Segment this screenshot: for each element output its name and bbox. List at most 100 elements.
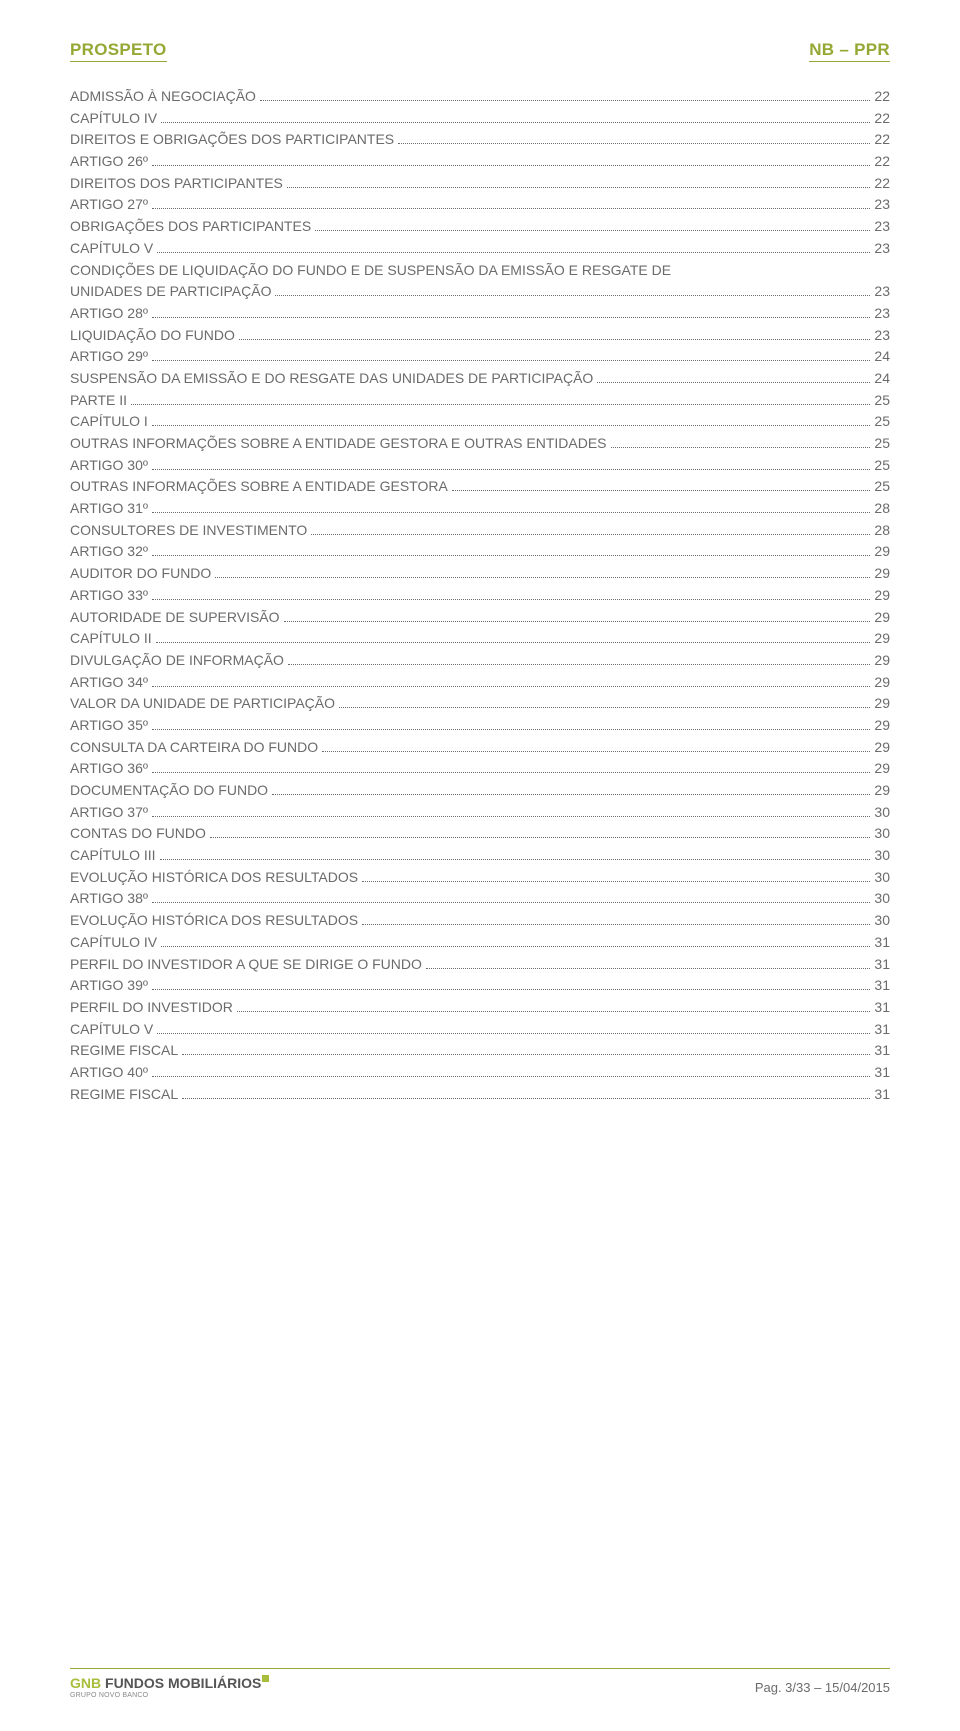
toc-row: LIQUIDAÇÃO DO FUNDO23 <box>70 325 890 347</box>
toc-leader-dots <box>182 1054 870 1055</box>
toc-row: CAPÍTULO IV22 <box>70 108 890 130</box>
toc-page-number: 25 <box>874 411 890 433</box>
toc-row: OUTRAS INFORMAÇÕES SOBRE A ENTIDADE GEST… <box>70 433 890 455</box>
toc-row: CAPÍTULO V23 <box>70 238 890 260</box>
toc-page-number: 29 <box>874 758 890 780</box>
toc-leader-dots <box>131 404 870 405</box>
toc-row: CAPÍTULO V 31 <box>70 1019 890 1041</box>
toc-row: CONSULTORES DE INVESTIMENTO28 <box>70 520 890 542</box>
toc-page-number: 31 <box>874 997 890 1019</box>
toc-label: REGIME FISCAL <box>70 1084 178 1106</box>
toc-leader-dots <box>161 946 870 947</box>
toc-page-number: 22 <box>874 151 890 173</box>
toc-label: ARTIGO 30º <box>70 455 148 477</box>
toc-label: ARTIGO 31º <box>70 498 148 520</box>
header-title-left: PROSPETO <box>70 40 167 62</box>
toc-row: ARTIGO 36º29 <box>70 758 890 780</box>
toc-row: PARTE II25 <box>70 390 890 412</box>
toc-row: UNIDADES DE PARTICIPAÇÃO 23 <box>70 281 890 303</box>
toc-row: DOCUMENTAÇÃO DO FUNDO29 <box>70 780 890 802</box>
toc-page-number: 23 <box>874 216 890 238</box>
toc-leader-dots <box>156 642 871 643</box>
toc-label: CAPÍTULO I <box>70 411 148 433</box>
toc-label: AUTORIDADE DE SUPERVISÃO <box>70 607 280 629</box>
document-header: PROSPETO NB – PPR <box>70 40 890 64</box>
toc-leader-dots <box>210 837 871 838</box>
footer-divider <box>70 1668 890 1669</box>
toc-row: EVOLUÇÃO HISTÓRICA DOS RESULTADOS30 <box>70 910 890 932</box>
logo-suffix: FUNDOS MOBILIÁRIOS <box>101 1675 261 1691</box>
toc-row: ARTIGO 28º23 <box>70 303 890 325</box>
toc-page-number: 28 <box>874 498 890 520</box>
toc-page-number: 29 <box>874 541 890 563</box>
toc-label: DIREITOS DOS PARTICIPANTES <box>70 173 283 195</box>
toc-row: AUTORIDADE DE SUPERVISÃO29 <box>70 607 890 629</box>
toc-page-number: 31 <box>874 1019 890 1041</box>
header-title-right: NB – PPR <box>809 40 890 62</box>
toc-leader-dots <box>362 924 870 925</box>
toc-leader-dots <box>287 187 871 188</box>
toc-label: SUSPENSÃO DA EMISSÃO E DO RESGATE DAS UN… <box>70 368 593 390</box>
toc-page-number: 31 <box>874 1062 890 1084</box>
toc-page-number: 23 <box>874 194 890 216</box>
toc-page-number: 29 <box>874 780 890 802</box>
toc-leader-dots <box>362 881 870 882</box>
toc-leader-dots <box>152 1076 870 1077</box>
toc-row: REGIME FISCAL31 <box>70 1040 890 1062</box>
toc-leader-dots <box>322 751 870 752</box>
toc-label: ARTIGO 34º <box>70 672 148 694</box>
toc-label: CONDIÇÕES DE LIQUIDAÇÃO DO FUNDO E DE SU… <box>70 260 671 282</box>
toc-row: EVOLUÇÃO HISTÓRICA DOS RESULTADOS30 <box>70 867 890 889</box>
toc-leader-dots <box>237 1011 871 1012</box>
toc-page-number: 28 <box>874 520 890 542</box>
toc-page-number: 23 <box>874 325 890 347</box>
toc-row: CONSULTA DA CARTEIRA DO FUNDO29 <box>70 737 890 759</box>
toc-page-number: 30 <box>874 845 890 867</box>
toc-page-number: 30 <box>874 888 890 910</box>
toc-label: ARTIGO 39º <box>70 975 148 997</box>
toc-page-number: 25 <box>874 433 890 455</box>
toc-page-number: 25 <box>874 476 890 498</box>
logo-subtitle: GRUPO NOVO BANCO <box>70 1692 148 1699</box>
toc-row: CAPÍTULO II29 <box>70 628 890 650</box>
toc-label: CAPÍTULO III <box>70 845 156 867</box>
toc-leader-dots <box>152 729 870 730</box>
toc-leader-dots <box>597 382 870 383</box>
toc-label: OBRIGAÇÕES DOS PARTICIPANTES <box>70 216 311 238</box>
toc-page-number: 30 <box>874 910 890 932</box>
toc-row: ARTIGO 32º29 <box>70 541 890 563</box>
toc-page-number: 23 <box>874 281 890 303</box>
toc-leader-dots <box>311 534 870 535</box>
toc-leader-dots <box>152 599 870 600</box>
toc-leader-dots <box>452 490 871 491</box>
toc-page-number: 22 <box>874 86 890 108</box>
toc-label: DIREITOS E OBRIGAÇÕES DOS PARTICIPANTES <box>70 129 394 151</box>
toc-leader-dots <box>152 469 870 470</box>
toc-label: UNIDADES DE PARTICIPAÇÃO <box>70 281 271 303</box>
toc-leader-dots <box>339 707 870 708</box>
toc-leader-dots <box>160 859 871 860</box>
toc-leader-dots <box>398 143 870 144</box>
toc-page-number: 25 <box>874 455 890 477</box>
logo-badge-icon <box>262 1675 269 1682</box>
toc-leader-dots <box>426 968 871 969</box>
toc-page-number: 29 <box>874 563 890 585</box>
toc-page-number: 30 <box>874 823 890 845</box>
toc-row: ARTIGO 30º 25 <box>70 455 890 477</box>
toc-row: CAPÍTULO I 25 <box>70 411 890 433</box>
toc-row: ARTIGO 38º30 <box>70 888 890 910</box>
toc-page-number: 29 <box>874 672 890 694</box>
toc-leader-dots <box>157 1033 870 1034</box>
toc-row: ARTIGO 39º31 <box>70 975 890 997</box>
toc-leader-dots <box>315 230 870 231</box>
toc-label: OUTRAS INFORMAÇÕES SOBRE A ENTIDADE GEST… <box>70 433 607 455</box>
toc-row: PERFIL DO INVESTIDOR31 <box>70 997 890 1019</box>
toc-label: CAPÍTULO V <box>70 1019 153 1041</box>
toc-page-number: 31 <box>874 1084 890 1106</box>
toc-leader-dots <box>260 100 870 101</box>
toc-row: ARTIGO 34º 29 <box>70 672 890 694</box>
toc-leader-dots <box>611 447 871 448</box>
toc-row: ARTIGO 35º29 <box>70 715 890 737</box>
toc-label: ARTIGO 27º <box>70 194 148 216</box>
toc-label: OUTRAS INFORMAÇÕES SOBRE A ENTIDADE GEST… <box>70 476 448 498</box>
